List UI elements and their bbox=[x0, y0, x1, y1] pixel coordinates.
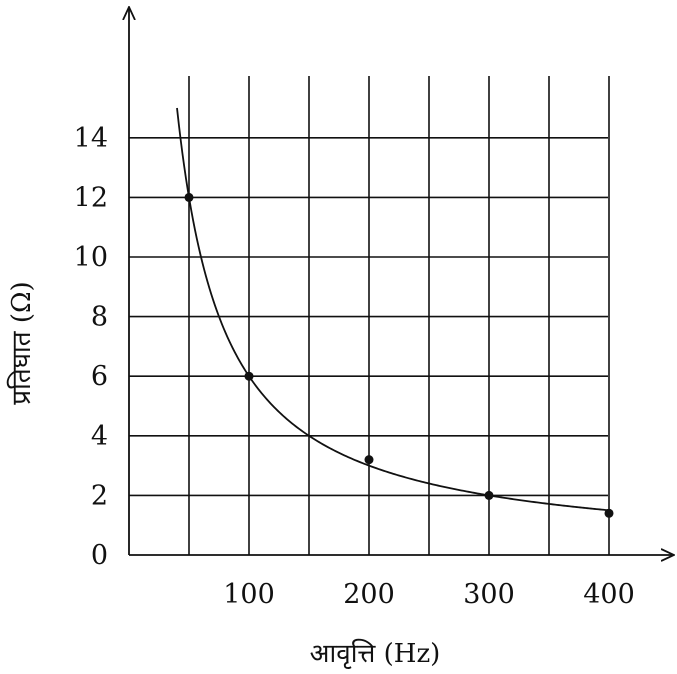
data-point bbox=[364, 455, 374, 465]
reactance-curve bbox=[176, 107, 610, 512]
y-tick-label: 2 bbox=[91, 480, 108, 511]
data-point bbox=[244, 371, 254, 381]
y-tick-label: 8 bbox=[91, 302, 108, 333]
y-axis-title: प्रतिघात (Ω) bbox=[6, 281, 37, 404]
y-tick-label: 6 bbox=[91, 361, 108, 392]
y-tick-label: 12 bbox=[74, 182, 108, 213]
y-tick-label: 4 bbox=[91, 421, 108, 452]
data-point bbox=[484, 490, 494, 500]
data-point bbox=[604, 508, 614, 518]
data-point bbox=[184, 192, 194, 202]
x-tick-label: 400 bbox=[583, 579, 635, 610]
y-tick-label: 10 bbox=[74, 242, 108, 273]
x-axis-title: आवृत्ति (Hz) bbox=[310, 638, 441, 669]
x-tick-label: 200 bbox=[343, 579, 395, 610]
x-tick-label: 300 bbox=[463, 579, 515, 610]
y-tick-label: 14 bbox=[74, 123, 108, 154]
x-tick-label: 100 bbox=[223, 579, 275, 610]
y-tick-label: 0 bbox=[91, 540, 108, 571]
